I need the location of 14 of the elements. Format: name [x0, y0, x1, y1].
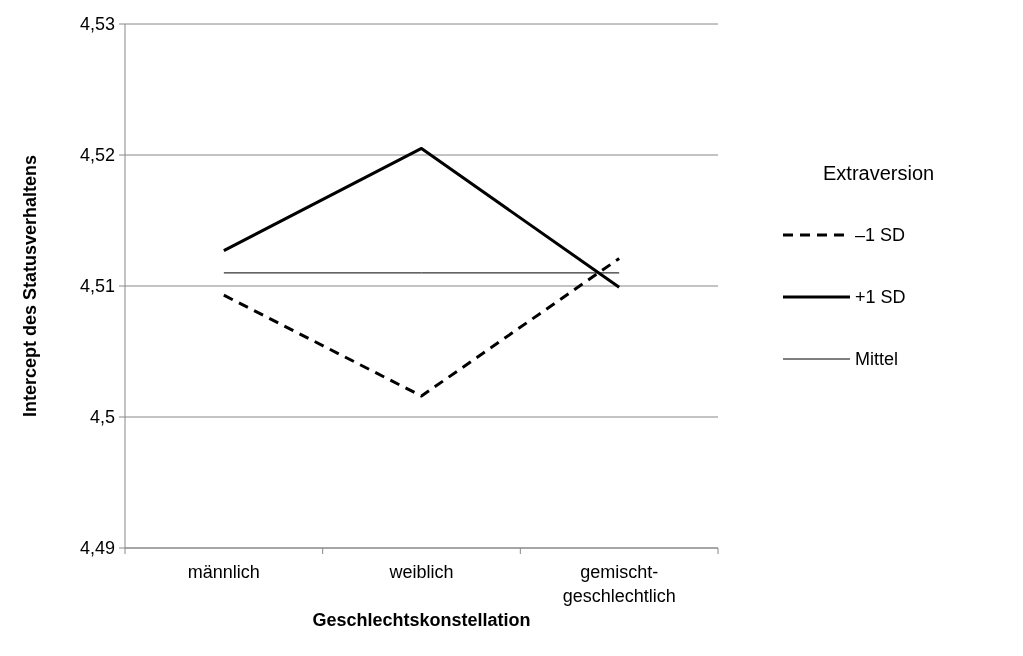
legend-label: –1 SD: [855, 225, 906, 246]
x-tick-label: weiblich: [388, 562, 454, 582]
legend-label: +1 SD: [855, 287, 906, 308]
x-tick-label: gemischt-geschlechtlich: [562, 562, 676, 606]
y-tick-label: 4,51: [79, 276, 115, 297]
y-axis-title: Intercept des Statusverhaltens: [20, 154, 40, 418]
legend-title: Extraversion: [823, 162, 935, 184]
legend-label: Mittel: [855, 349, 899, 370]
x-tick-label: männlich: [187, 562, 260, 582]
x-axis-title: Geschlechtskonstellation: [312, 610, 531, 630]
y-tick-label: 4,5: [89, 407, 115, 428]
y-tick-label: 4,53: [79, 14, 115, 35]
y-tick-label: 4,49: [79, 538, 115, 559]
y-tick-label: 4,52: [79, 145, 115, 166]
